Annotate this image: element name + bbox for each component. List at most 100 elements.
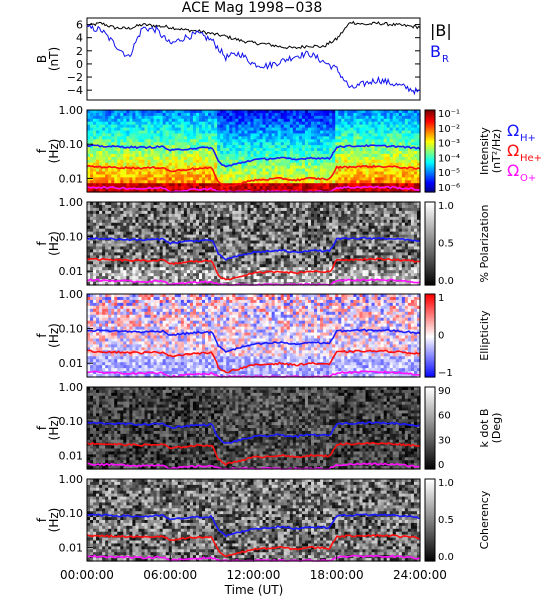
coherency-colorbar: 1.0 0.5 0.0 Coherency bbox=[424, 478, 491, 563]
coherency-panel: 1.00 0.10 0.01 f(Hz) 1.0 0.5 0.0 Coherency bbox=[35, 473, 491, 563]
time-axis-label: Time (UT) bbox=[224, 583, 284, 597]
intensity-colorbar-tick-label: 10⁻³ bbox=[438, 139, 460, 150]
time-tick-label: 00:00:00 bbox=[60, 568, 114, 582]
kdotb-colorbar-tick-label: 90 bbox=[438, 386, 451, 397]
time-tick-label: 24:00:00 bbox=[393, 568, 447, 582]
intensity-colorbar-tick-label: 10⁻² bbox=[438, 124, 460, 135]
polarization-y-tick-label: 0.10 bbox=[59, 231, 84, 244]
coherency-y-tick-label: 0.10 bbox=[59, 507, 84, 520]
coherency-colorbar-tick-label: 0.0 bbox=[438, 552, 454, 563]
ellipticity-y-tick-label: 1.00 bbox=[59, 288, 84, 301]
legend-omega-o: Ω bbox=[507, 161, 519, 180]
bfield-y-tick-label: 6 bbox=[76, 19, 83, 32]
intensity-colorbar-tick-label: 10⁻⁶ bbox=[438, 183, 460, 194]
polarization-colorbar-tick-label: 0.5 bbox=[438, 239, 454, 250]
intensity-colorbar-unit: (nT²/Hz) bbox=[490, 129, 503, 173]
bfield-y-tick-label: −4 bbox=[67, 84, 83, 97]
polarization-panel: 1.00 0.10 0.01 f(Hz) 1.0 0.5 0.0 % Polarization bbox=[35, 196, 491, 287]
intensity-y-tick-label: 1.00 bbox=[59, 104, 84, 117]
bfield-y-tick-label: 0 bbox=[76, 58, 83, 71]
ellipticity-ylabel-unit: (Hz) bbox=[47, 323, 61, 348]
coherency-y-tick-label: 1.00 bbox=[59, 473, 84, 486]
intensity-ylabel-f: f bbox=[35, 148, 49, 153]
ellipticity-colorbar-frame bbox=[424, 293, 436, 378]
kdotb-colorbar-tick-label: 0 bbox=[438, 460, 444, 471]
kdotb-y-tick-label: 0.10 bbox=[59, 415, 84, 428]
time-axis: 00:00:00 06:00:00 12:00:00 18:00:00 24:00:00 bbox=[60, 555, 447, 582]
polarization-y-tick-label: 1.00 bbox=[59, 196, 84, 209]
polarization-ylabel-unit: (Hz) bbox=[47, 231, 61, 256]
legend-omega-o-sub: O+ bbox=[520, 173, 536, 184]
figure-title: ACE Mag 1998−038 bbox=[182, 0, 322, 16]
kdotb-plot-frame bbox=[86, 386, 421, 470]
intensity-omega-h-line bbox=[86, 143, 421, 168]
polarization-ylabel-f: f bbox=[35, 241, 49, 246]
ellipticity-colorbar-label: Ellipticity bbox=[478, 310, 491, 361]
polarization-plot-frame bbox=[86, 201, 421, 286]
kdotb-colorbar-tick-label: 60 bbox=[438, 411, 451, 422]
ellipticity-plot-frame bbox=[86, 293, 421, 378]
br-line bbox=[86, 24, 421, 96]
polarization-omega-he-line bbox=[86, 257, 421, 281]
time-tick-label: 18:00:00 bbox=[310, 568, 364, 582]
kdotb-colorbar-label: k dot B bbox=[478, 409, 491, 448]
intensity-colorbar: 10⁻¹ 10⁻² 10⁻³ 10⁻⁴ 10⁻⁵ 10⁻⁶ Intensity (nT²/Hz… bbox=[424, 109, 503, 194]
intensity-colorbar-frame bbox=[424, 109, 436, 193]
polarization-colorbar-tick-label: 0.0 bbox=[438, 276, 454, 287]
intensity-plot-frame bbox=[86, 109, 421, 193]
legend-omega-he-sub: He+ bbox=[520, 153, 542, 164]
intensity-colorbar-tick-label: 10⁻⁴ bbox=[438, 153, 460, 164]
ellipticity-colorbar-tick-label: −1 bbox=[438, 368, 453, 379]
intensity-y-tick-label: 0.10 bbox=[59, 138, 84, 151]
legend-omega-h: Ω bbox=[507, 121, 519, 140]
coherency-ylabel-f: f bbox=[35, 517, 49, 522]
polarization-y-tick-label: 0.01 bbox=[59, 265, 84, 278]
ellipticity-ylabel-f: f bbox=[35, 333, 49, 338]
intensity-colorbar-tick-label: 10⁻¹ bbox=[438, 109, 460, 120]
kdotb-colorbar: 90 60 30 0 k dot B (Deg) bbox=[424, 386, 503, 471]
polarization-colorbar-label: % Polarization bbox=[478, 205, 491, 283]
polarization-colorbar: 1.0 0.5 0.0 % Polarization bbox=[424, 201, 491, 287]
kdotb-panel: 1.00 0.10 0.01 f(Hz) 90 60 30 0 k dot B (Deg) bbox=[35, 381, 503, 471]
ellipticity-panel: 1.00 0.10 0.01 f(Hz) 1 0 −1 Ellipticity bbox=[35, 288, 491, 379]
coherency-omega-h-line bbox=[86, 513, 421, 538]
kdotb-omega-o-line bbox=[86, 462, 421, 470]
bfield-ylabel: B bbox=[35, 55, 49, 63]
kdotb-colorbar-tick-label: 30 bbox=[438, 435, 451, 446]
intensity-ylabel-unit: (Hz) bbox=[47, 139, 61, 164]
coherency-colorbar-label: Coherency bbox=[478, 490, 491, 549]
coherency-omega-he-line bbox=[86, 533, 421, 558]
kdotb-ylabel-f: f bbox=[35, 425, 49, 430]
bfield-yunit: (nT) bbox=[47, 47, 61, 71]
kdotb-y-tick-label: 0.01 bbox=[59, 449, 84, 462]
polarization-colorbar-tick-label: 1.0 bbox=[438, 201, 454, 212]
ellipticity-colorbar: 1 0 −1 Ellipticity bbox=[424, 293, 491, 379]
intensity-y-tick-label: 0.01 bbox=[59, 172, 84, 185]
legend-btot: |B| bbox=[430, 21, 452, 40]
coherency-colorbar-frame bbox=[424, 478, 436, 562]
bfield-y-tick-label: −2 bbox=[67, 71, 83, 84]
ellipticity-colorbar-tick-label: 1 bbox=[438, 293, 444, 304]
kdotb-spectrogram-image bbox=[87, 387, 421, 470]
kdotb-colorbar-frame bbox=[424, 386, 436, 470]
bfield-plot-frame bbox=[86, 17, 421, 101]
coherency-colorbar-tick-label: 0.5 bbox=[438, 515, 454, 526]
intensity-omega-he-line bbox=[86, 164, 421, 188]
kdotb-omega-h-line bbox=[86, 421, 421, 444]
kdotb-y-tick-label: 1.00 bbox=[59, 381, 84, 394]
intensity-colorbar-tick-label: 10⁻⁵ bbox=[438, 168, 460, 179]
coherency-colorbar-tick-label: 1.0 bbox=[438, 478, 454, 489]
ellipticity-colorbar-tick-label: 0 bbox=[438, 331, 444, 342]
legend-omega-h-sub: H+ bbox=[520, 133, 536, 144]
kdotb-ylabel-unit: (Hz) bbox=[47, 416, 61, 441]
kdotb-colorbar-unit: (Deg) bbox=[490, 413, 503, 444]
time-tick-label: 12:00:00 bbox=[227, 568, 281, 582]
spectrogram-panels: 1.000.100.01f(Hz)10⁻¹10⁻²10⁻³10⁻⁴10⁻⁵10⁻… bbox=[35, 104, 503, 563]
kdotb-omega-he-line bbox=[86, 441, 421, 466]
polarization-colorbar-frame bbox=[424, 201, 436, 286]
overlay-legend: Ω H+ Ω He+ Ω O+ bbox=[507, 121, 542, 184]
bfield-y-tick-label: 2 bbox=[76, 45, 83, 58]
